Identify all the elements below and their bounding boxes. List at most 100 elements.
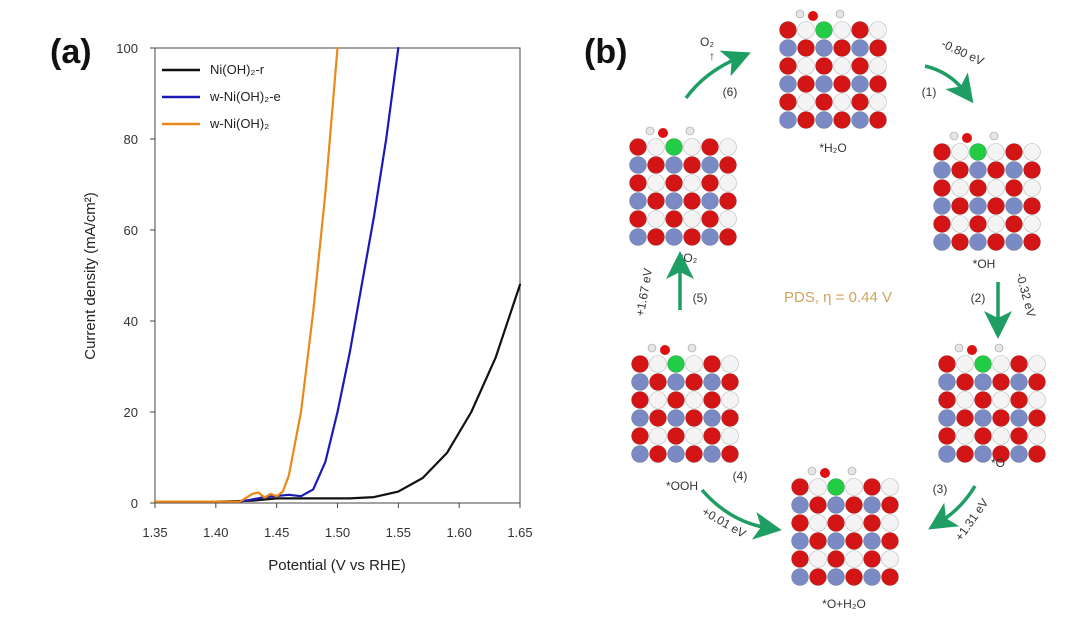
slab-atom [649, 373, 667, 391]
slab-atom [791, 550, 809, 568]
slab-atom [685, 427, 703, 445]
slab-atom [869, 93, 887, 111]
slab-atom [647, 210, 665, 228]
slab-atom [992, 355, 1010, 373]
y-tick-label: 60 [124, 223, 138, 238]
slab-atom [649, 445, 667, 463]
slab-atom [863, 550, 881, 568]
slab-atom [719, 210, 737, 228]
slab-atom [629, 228, 647, 246]
slab-atom [987, 179, 1005, 197]
slab-atom [987, 143, 1005, 161]
adsorbate-h-atom [647, 343, 657, 353]
adsorbate-h-atom [954, 343, 964, 353]
x-tick-label: 1.65 [507, 525, 532, 540]
slab-atom [987, 197, 1005, 215]
slab-atom [833, 39, 851, 57]
adsorbate-h-atom [994, 343, 1004, 353]
slab-atom [969, 161, 987, 179]
slab-atom [833, 57, 851, 75]
slab-atom [721, 391, 739, 409]
slab-atom [809, 532, 827, 550]
slab-atom [649, 391, 667, 409]
y-tick-label: 20 [124, 405, 138, 420]
adsorbate-o-atom [808, 11, 818, 21]
slab-atom [631, 355, 649, 373]
slab-atom [815, 21, 833, 39]
slab-atom [869, 39, 887, 57]
slab-atom [667, 355, 685, 373]
slab-atom [703, 445, 721, 463]
slab-atom [869, 75, 887, 93]
step-6-arrow [684, 50, 751, 100]
slab-atom [701, 174, 719, 192]
slab-atom [845, 514, 863, 532]
slab-models [629, 9, 1046, 586]
slab-atom [1023, 233, 1041, 251]
step-4-arrow [700, 488, 782, 540]
legend-label-2: w-Ni(OH)₂ [209, 116, 269, 131]
slab-atom [721, 445, 739, 463]
slab-atom [631, 391, 649, 409]
slab-atom [703, 427, 721, 445]
slab-atom [881, 550, 899, 568]
slab-atom [629, 156, 647, 174]
slab-atom [974, 409, 992, 427]
slab-atom [647, 228, 665, 246]
slab-atom [683, 156, 701, 174]
slab-atom [719, 156, 737, 174]
slab-atom [1028, 445, 1046, 463]
slab-atom [851, 111, 869, 129]
slab-atom [667, 445, 685, 463]
slab-atom [703, 373, 721, 391]
adsorbate-o-atom [962, 133, 972, 143]
adsorbate-h-atom [645, 126, 655, 136]
step-1-label: (1) [922, 85, 937, 99]
slab-atom [969, 179, 987, 197]
slab-atom [938, 355, 956, 373]
slab-atom [1005, 233, 1023, 251]
slab-atom [791, 478, 809, 496]
slab-atom [933, 197, 951, 215]
slab-atom [1005, 161, 1023, 179]
adsorbate-o-atom [967, 345, 977, 355]
slab-atom [719, 228, 737, 246]
slab-atom [797, 111, 815, 129]
slab-atom [938, 427, 956, 445]
slab-atom [815, 75, 833, 93]
slab-o [938, 343, 1046, 463]
series-line-1 [153, 46, 400, 503]
slab-atom [1005, 197, 1023, 215]
slab-atom [719, 174, 737, 192]
slab-atom [809, 514, 827, 532]
slab-atom [992, 391, 1010, 409]
slab-atom [703, 355, 721, 373]
slab-atom [779, 39, 797, 57]
step-2-energy: -0.32 eV [1013, 271, 1038, 318]
slab-atom [951, 197, 969, 215]
panel-b-label: (b) [584, 33, 627, 71]
slab-atom [974, 373, 992, 391]
slab-atom [701, 228, 719, 246]
slab-atom [869, 57, 887, 75]
y-tick-label: 40 [124, 314, 138, 329]
slab-atom [1010, 373, 1028, 391]
slab-atom [649, 355, 667, 373]
slab-atom [701, 156, 719, 174]
step-1-arrow [924, 64, 974, 104]
legend-label-0: Ni(OH)₂-r [210, 62, 265, 77]
slab-atom [974, 391, 992, 409]
slab-atom [1023, 215, 1041, 233]
slab-atom [992, 409, 1010, 427]
slab-atom [863, 514, 881, 532]
slab-atom [683, 138, 701, 156]
slab-atom [951, 179, 969, 197]
panel-a-label: (a) [50, 33, 92, 71]
slab-atom [797, 21, 815, 39]
axis-ticks: 1.35 1.40 1.45 1.50 1.55 1.60 1.65 0 20 40 60 80 100 [116, 41, 532, 540]
slab-atom [992, 445, 1010, 463]
slab-o2 [629, 126, 737, 246]
adsorbate-h-atom [685, 126, 695, 136]
state-label-oh: *OH [973, 257, 996, 271]
slab-atom [851, 39, 869, 57]
